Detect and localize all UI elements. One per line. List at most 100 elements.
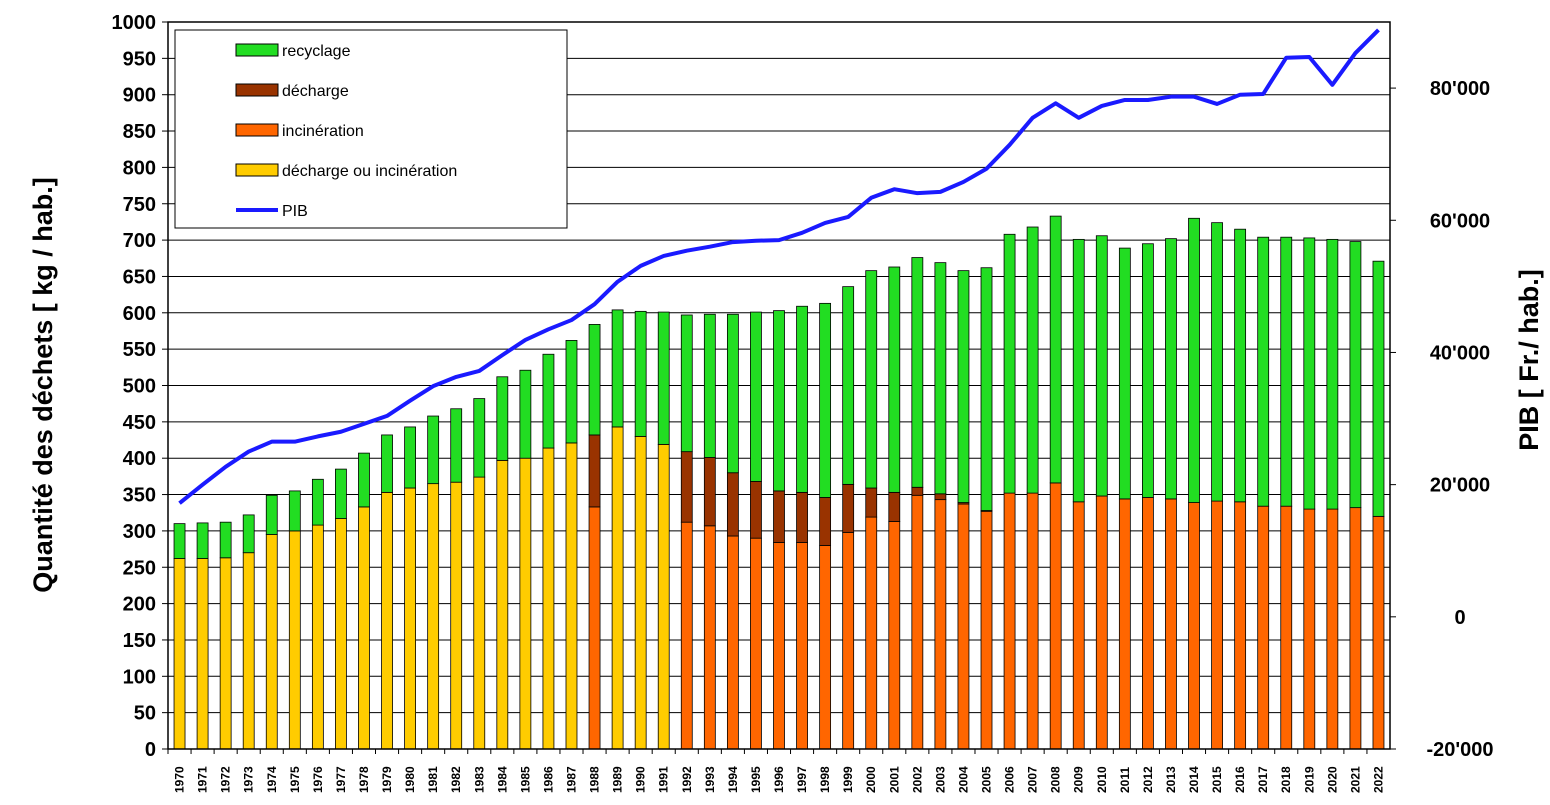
bar-segment	[611, 309, 624, 428]
bar-segment	[1165, 498, 1177, 750]
bar-segment	[242, 514, 255, 554]
legend-label: PIB	[282, 203, 308, 220]
bar-segment	[1026, 492, 1039, 750]
y-tick-label: 550	[123, 339, 156, 361]
bar-segment	[427, 415, 440, 485]
bar-segment	[634, 310, 647, 437]
y2-axis-label: PIB [ Fr./ hab.]	[1514, 269, 1544, 451]
bar-segment	[680, 314, 693, 453]
bar-segment	[588, 434, 601, 508]
plot-border	[167, 21, 1391, 750]
x-tick-label: 1994	[726, 766, 740, 793]
bar-segment	[173, 523, 186, 559]
bar-segment	[796, 305, 808, 493]
bar-segment	[842, 531, 855, 750]
y-tick-label: 1000	[112, 12, 157, 34]
line	[178, 28, 1380, 505]
bar-segment	[1211, 222, 1223, 502]
bar-segment	[1349, 507, 1362, 750]
bar-segment	[565, 340, 578, 444]
bar-segment	[1326, 508, 1339, 750]
bar-segment	[242, 552, 255, 750]
bar-segment	[404, 487, 416, 750]
bar-segment	[173, 558, 186, 750]
y-tick-label: 650	[123, 266, 156, 288]
x-tick-label: 1987	[564, 766, 578, 793]
bar-segment	[358, 452, 370, 508]
bar-segment	[473, 398, 486, 478]
bar-segment	[888, 521, 901, 750]
x-tick-label: 1970	[173, 766, 187, 793]
bar-segment	[750, 481, 762, 539]
x-tick-label: 1980	[403, 766, 417, 793]
bar-segment	[381, 491, 393, 750]
x-tick-label: 1998	[818, 766, 832, 793]
y-tick-label: 800	[123, 157, 156, 179]
x-tick-label: 2018	[1279, 766, 1293, 793]
x-tick-label: 1975	[288, 766, 302, 793]
x-tick-label: 2010	[1095, 766, 1109, 793]
legend-label: incinération	[282, 123, 364, 140]
legend-swatch	[235, 123, 279, 137]
bar-segment	[1026, 226, 1039, 494]
bar-segment	[703, 457, 716, 527]
bar-segment	[1234, 501, 1247, 750]
bar-segment	[796, 542, 808, 750]
bar-segment	[1211, 500, 1223, 750]
bar-segment	[911, 257, 924, 488]
x-tick-label: 1986	[541, 766, 555, 793]
bar-segment	[1234, 228, 1247, 503]
bar-segment	[819, 302, 832, 498]
y-tick-label: 750	[123, 194, 156, 216]
bar-segment	[934, 493, 947, 501]
y-tick-label: 950	[123, 48, 156, 70]
y-tick-label: 700	[123, 230, 156, 252]
bar-segment	[888, 491, 901, 522]
bar-segment	[196, 522, 209, 559]
x-tick-label: 2007	[1026, 766, 1040, 793]
bar-segment	[934, 262, 947, 495]
bar-segment	[980, 510, 993, 750]
bar-segment	[611, 426, 624, 750]
bar-segment	[358, 506, 370, 750]
y-tick-label: 450	[123, 412, 156, 434]
x-tick-label: 1973	[242, 766, 256, 793]
bar-segment	[1326, 238, 1339, 510]
bar-segment	[496, 376, 509, 461]
bar-segment	[473, 476, 486, 750]
bar-segment	[381, 434, 393, 493]
y-tick-label: 850	[123, 121, 156, 143]
x-tick-label: 2006	[1003, 766, 1017, 793]
x-tick-label: 1992	[680, 766, 694, 793]
bar-segment	[588, 506, 601, 750]
bar-segment	[1095, 235, 1108, 497]
bar-segment	[1095, 495, 1108, 750]
bar-segment	[1257, 505, 1270, 750]
bar-segment	[911, 494, 924, 750]
x-tick-label: 2019	[1302, 766, 1316, 793]
x-tick-label: 2015	[1210, 766, 1224, 793]
bar-segment	[404, 426, 416, 489]
bar-segment	[1072, 501, 1085, 750]
bar-segment	[335, 518, 347, 750]
bar-segment	[980, 267, 993, 511]
x-tick-label: 2004	[956, 766, 970, 793]
x-tick-label: 1972	[219, 766, 233, 793]
bar-segment	[542, 353, 555, 449]
bar-segment	[1003, 492, 1016, 750]
x-tick-label: 2012	[1141, 766, 1155, 793]
bar-segment	[634, 435, 647, 750]
bar-segment	[726, 472, 739, 537]
bar-segment	[657, 311, 670, 445]
bar-segment	[265, 534, 278, 750]
bar-segment	[773, 310, 785, 492]
x-tick-label: 2008	[1049, 766, 1063, 793]
bar-segment	[1372, 515, 1385, 750]
x-tick-label: 2005	[980, 766, 994, 793]
bar-segment	[750, 311, 762, 482]
bar-segment	[450, 408, 463, 483]
bar-segment	[311, 524, 324, 750]
x-tick-label: 1974	[265, 766, 279, 793]
y-tick-label: 250	[123, 557, 156, 579]
y2-tick-label: -20'000	[1426, 739, 1493, 761]
